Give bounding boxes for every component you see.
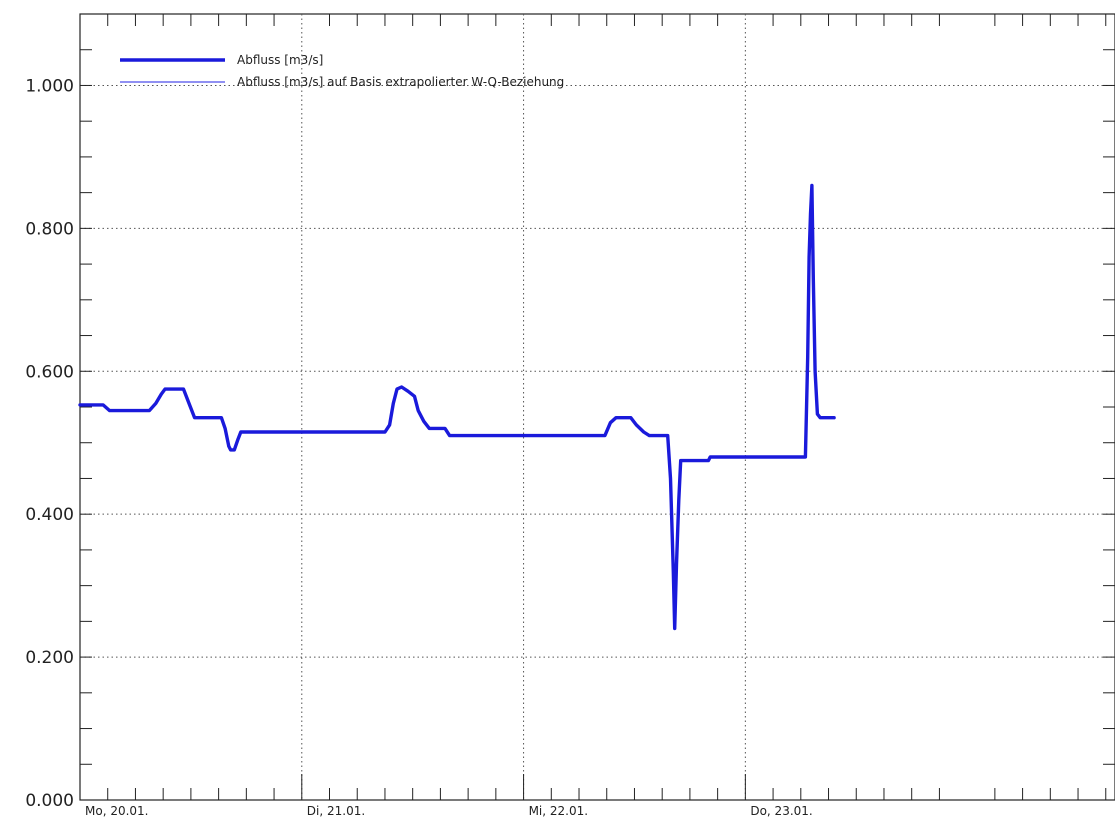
- y-tick-label: 1.000: [25, 76, 74, 96]
- y-tick-label: 0.800: [25, 219, 74, 239]
- grid-lines: [80, 14, 1115, 800]
- legend-label-abfluss-extrapoliert: Abfluss [m3/s] auf Basis extrapolierter …: [237, 75, 564, 89]
- series-line-0: [78, 183, 836, 631]
- x-axis-tick-labels: Mo, 20.01. Di, 21.01. Mi, 22.01. Do, 23.01.: [85, 804, 813, 818]
- legend-label-abfluss: Abfluss [m3/s]: [237, 53, 323, 67]
- x-tick-label: Di, 21.01.: [307, 804, 365, 818]
- legend: Abfluss [m3/s] Abfluss [m3/s] auf Basis …: [120, 53, 564, 89]
- y-tick-label: 0.600: [25, 362, 74, 382]
- y-axis-tick-labels: 0.000 0.200 0.400 0.600 0.800 1.000: [25, 76, 74, 811]
- plot-area: [79, 13, 1115, 801]
- y-tick-label: 0.000: [25, 791, 74, 811]
- x-tick-label: Mo, 20.01.: [85, 804, 149, 818]
- axis-ticks: [80, 14, 1115, 800]
- y-tick-label: 0.400: [25, 505, 74, 525]
- series-lines: [78, 183, 836, 631]
- x-tick-label: Do, 23.01.: [750, 804, 812, 818]
- x-tick-label: Mi, 22.01.: [529, 804, 588, 818]
- y-tick-label: 0.200: [25, 648, 74, 668]
